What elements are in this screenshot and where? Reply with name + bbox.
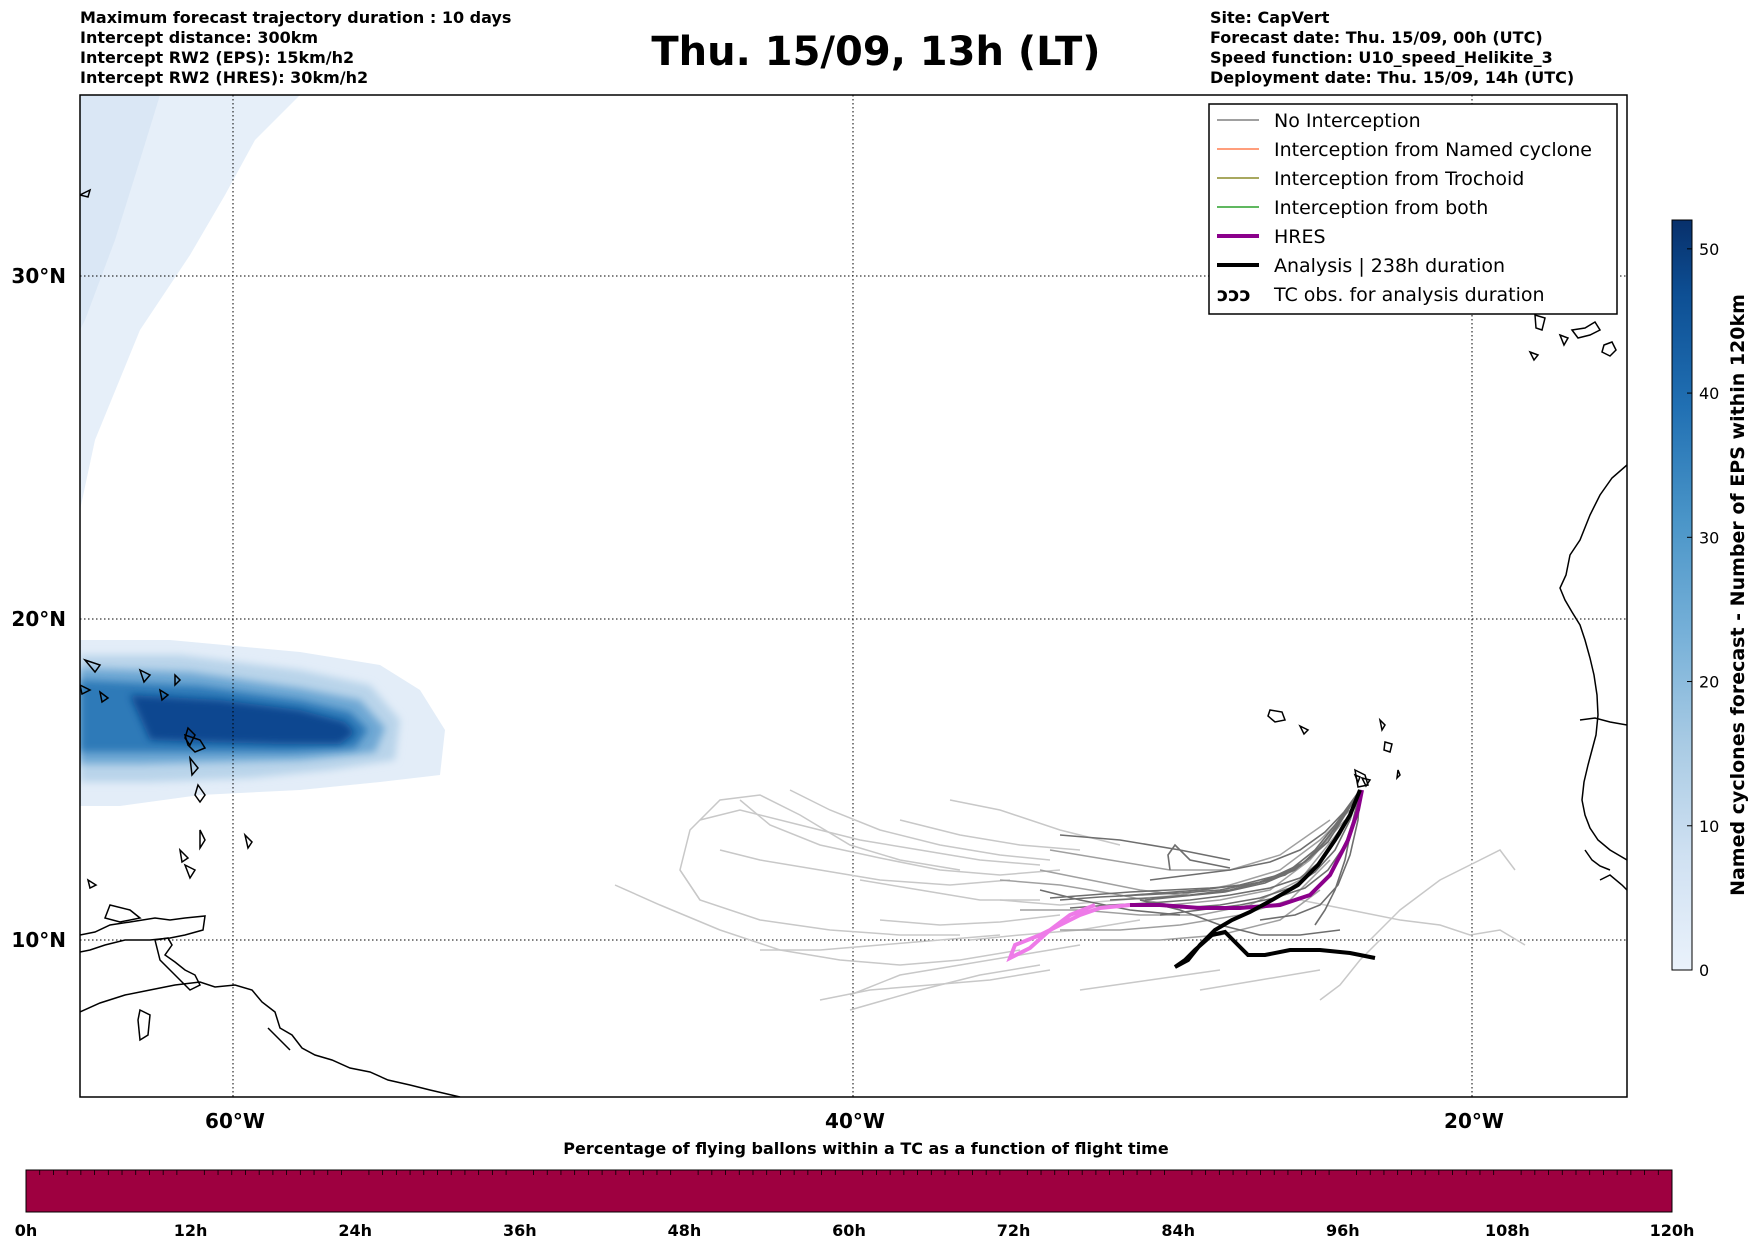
header-left-line: Maximum forecast trajectory duration : 1… [80, 8, 512, 27]
hres-trajectory-faded [1006, 903, 1131, 963]
flight-time-tick-label: 48h [668, 1221, 702, 1240]
flight-time-tick-label: 36h [503, 1221, 537, 1240]
header-left-line: Intercept distance: 300km [80, 28, 319, 47]
legend-item: Analysis | 238h duration [1217, 255, 1505, 277]
lon-label: 60°W [205, 1109, 265, 1133]
analysis-trajectory [1173, 789, 1376, 969]
flight-time-tick-label: 60h [832, 1221, 866, 1240]
lon-label: 40°W [825, 1109, 885, 1133]
map-area [80, 95, 1627, 1097]
legend-label: Interception from both [1274, 197, 1488, 219]
svg-text:40: 40 [1699, 384, 1719, 403]
legend-label: No Interception [1274, 110, 1421, 132]
colorbar-tick: 20 [1687, 673, 1719, 692]
header-left-line: Intercept RW2 (EPS): 15km/h2 [80, 48, 355, 67]
legend-item: HRES [1217, 226, 1326, 248]
header-right-line: Deployment date: Thu. 15/09, 14h (UTC) [1210, 68, 1575, 87]
flight-time-tick-label: 84h [1161, 1221, 1195, 1240]
header-left: Maximum forecast trajectory duration : 1… [80, 8, 511, 88]
flight-time-tick-label: 0h [15, 1221, 38, 1240]
header-right-line: Site: CapVert [1210, 8, 1330, 27]
legend-label: Analysis | 238h duration [1274, 255, 1505, 277]
map-frame [79, 94, 1628, 1098]
flight-time-tick-label: 24h [338, 1221, 372, 1240]
legend-label: Interception from Named cyclone [1274, 139, 1592, 161]
cyclone-density-north [80, 95, 300, 510]
colorbar-tick: 0 [1687, 961, 1709, 980]
colorbar-tick: 40 [1687, 384, 1719, 403]
map-title: Thu. 15/09, 13h (LT) [651, 29, 1101, 75]
cyclone-density-blob [80, 640, 445, 806]
header-right-line: Forecast date: Thu. 15/09, 00h (UTC) [1210, 28, 1543, 47]
lat-label: 20°N [11, 607, 66, 631]
hres-trajectory [1130, 789, 1364, 910]
flight-time-tick-label: 12h [174, 1221, 208, 1240]
flight-time-tick-label: 108h [1485, 1221, 1530, 1240]
svg-text:0: 0 [1699, 961, 1709, 980]
colorbar-tick: 10 [1687, 817, 1719, 836]
legend: No Interception Interception from Named c… [1208, 103, 1618, 315]
legend-item: No Interception [1217, 110, 1421, 132]
colorbar-tick: 30 [1687, 528, 1719, 547]
svg-text:10: 10 [1699, 817, 1719, 836]
colorbar-gradient [1671, 219, 1693, 971]
legend-label: Interception from Trochoid [1274, 168, 1524, 190]
cyclone-density-north-inner [80, 95, 160, 330]
lon-label: 20°W [1444, 1109, 1504, 1133]
colorbar-tick: 50 [1687, 240, 1719, 259]
colorbar-label: Named cyclones forecast - Number of EPS … [1727, 294, 1749, 896]
legend-item: Interception from Trochoid [1217, 168, 1524, 190]
coastlines [80, 188, 1627, 1097]
legend-item: ↄↄↄ TC obs. for analysis duration [1217, 284, 1545, 306]
svg-text:20: 20 [1699, 673, 1719, 692]
flight-time-bar-title: Percentage of flying ballons within a TC… [563, 1139, 1169, 1158]
colorbar: 0 10 20 30 40 50 Named cyclones forecast - Nu… [1671, 219, 1749, 980]
legend-box [1208, 103, 1618, 315]
header-left-line: Intercept RW2 (HRES): 30km/h2 [80, 68, 369, 87]
lat-label: 10°N [11, 928, 66, 952]
legend-label: HRES [1274, 226, 1326, 248]
flight-time-tick-label: 96h [1326, 1221, 1360, 1240]
lat-label: 30°N [11, 264, 66, 288]
svg-text:30: 30 [1699, 528, 1719, 547]
legend-label: TC obs. for analysis duration [1273, 284, 1545, 306]
header-right-line: Speed function: U10_speed_Helikite_3 [1210, 48, 1553, 67]
tc-symbol-icon: ↄↄↄ [1217, 284, 1251, 306]
legend-item: Interception from both [1217, 197, 1488, 219]
flight-time-bar-fill [25, 1169, 1673, 1213]
svg-text:50: 50 [1699, 240, 1719, 259]
flight-time-bar: Percentage of flying ballons within a TC… [15, 1139, 1695, 1240]
legend-item: Interception from Named cyclone [1217, 139, 1592, 161]
flight-time-tick-label: 72h [997, 1221, 1031, 1240]
ensemble-trajectories-mid [999, 809, 1351, 941]
flight-time-tick-label: 120h [1650, 1221, 1695, 1240]
header-right: Site: CapVert Forecast date: Thu. 15/09,… [1210, 8, 1574, 88]
ensemble-trajectories-far [614, 789, 1526, 1011]
